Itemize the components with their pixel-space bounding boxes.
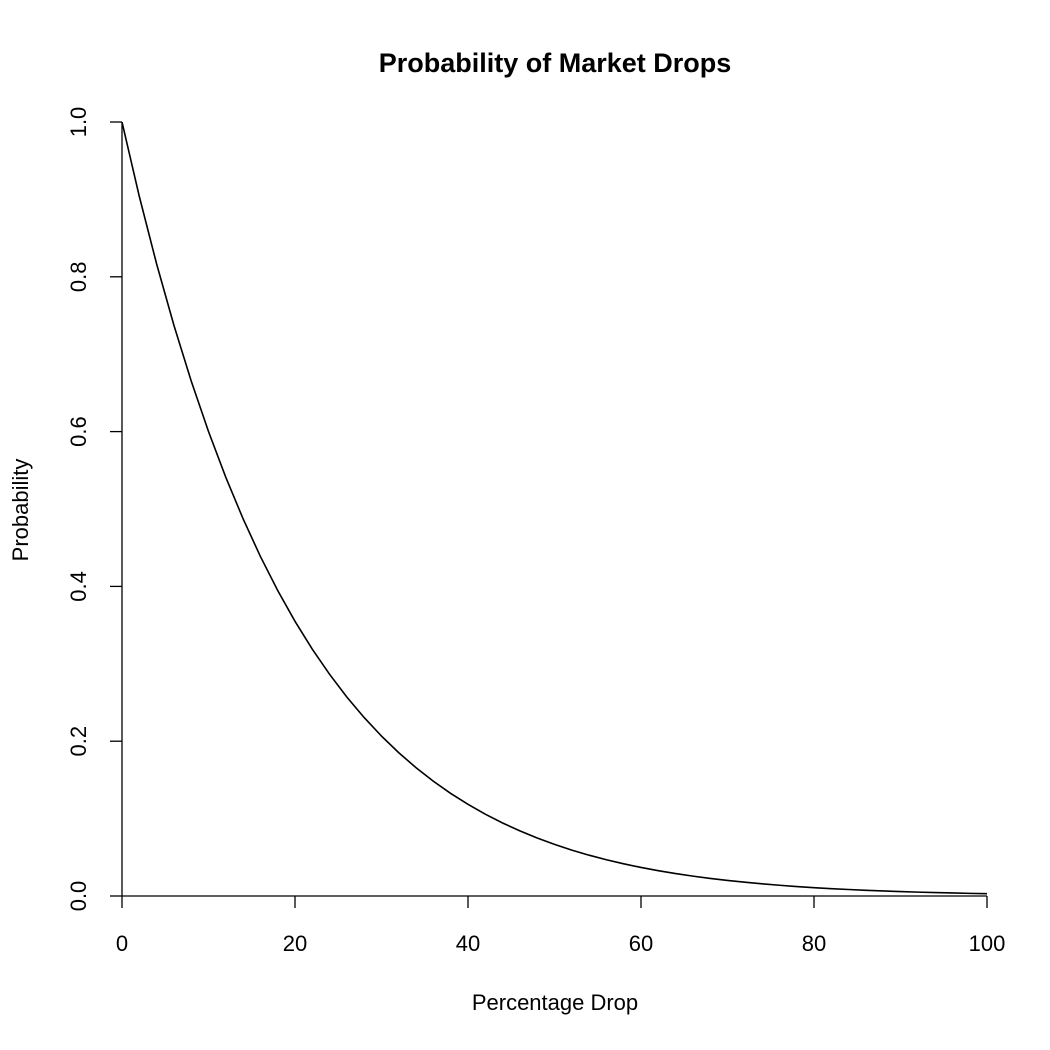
series-group <box>121 121 988 895</box>
x-tick-label: 40 <box>456 931 480 956</box>
y-axis-ticks: 0.0 0.2 0.4 0.6 0.8 1.0 <box>66 107 122 912</box>
x-tick-label: 0 <box>116 931 128 956</box>
x-tick-label: 60 <box>629 931 653 956</box>
chart-title: Probability of Market Drops <box>379 48 732 78</box>
x-axis-ticks: 0 20 40 60 80 100 <box>116 896 1005 956</box>
x-tick-label: 100 <box>969 931 1006 956</box>
y-tick-label: 0.2 <box>66 726 91 757</box>
x-tick-label: 80 <box>802 931 826 956</box>
y-tick-label: 0.4 <box>66 571 91 602</box>
y-axis-label: Probability <box>8 459 33 562</box>
x-tick-label: 20 <box>283 931 307 956</box>
y-tick-label: 0.6 <box>66 416 91 447</box>
x-axis-label: Percentage Drop <box>472 990 638 1015</box>
y-tick-label: 1.0 <box>66 107 91 138</box>
y-tick-label: 0.8 <box>66 262 91 293</box>
y-tick-label: 0.0 <box>66 881 91 912</box>
series-line <box>121 121 988 895</box>
plot-area: 0 20 40 60 80 100 0.0 0.2 0.4 0.6 0.8 1.0 <box>66 107 1005 956</box>
